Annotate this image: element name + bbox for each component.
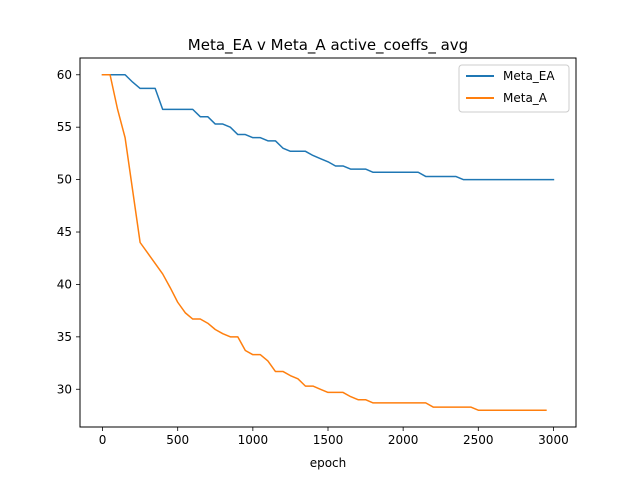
x-tick-label: 2000 bbox=[388, 433, 419, 447]
x-tick-label: 1000 bbox=[238, 433, 269, 447]
legend-label: Meta_EA bbox=[503, 69, 555, 83]
x-tick-label: 2500 bbox=[463, 433, 494, 447]
x-axis-label: epoch bbox=[310, 456, 347, 470]
x-tick-label: 0 bbox=[99, 433, 107, 447]
legend-label: Meta_A bbox=[503, 91, 548, 105]
y-tick-label: 50 bbox=[57, 173, 72, 187]
chart-title: Meta_EA v Meta_A active_coeffs_ avg bbox=[188, 36, 468, 55]
y-tick-label: 35 bbox=[57, 330, 72, 344]
y-axis: 30 35 40 45 50 55 60 bbox=[57, 68, 80, 396]
series-line-meta-a bbox=[101, 74, 547, 411]
series-line-meta-ea bbox=[101, 74, 555, 181]
y-tick-label: 40 bbox=[57, 277, 72, 291]
y-tick-label: 45 bbox=[57, 225, 72, 239]
y-tick-label: 30 bbox=[57, 382, 72, 396]
x-tick-label: 500 bbox=[166, 433, 189, 447]
legend: Meta_EA Meta_A bbox=[458, 64, 570, 113]
x-tick-label: 1500 bbox=[313, 433, 344, 447]
y-tick-label: 60 bbox=[57, 68, 72, 82]
x-axis: 0 500 1000 1500 2000 2500 3000 bbox=[99, 427, 569, 447]
y-tick-label: 55 bbox=[57, 120, 72, 134]
x-tick-label: 3000 bbox=[538, 433, 569, 447]
